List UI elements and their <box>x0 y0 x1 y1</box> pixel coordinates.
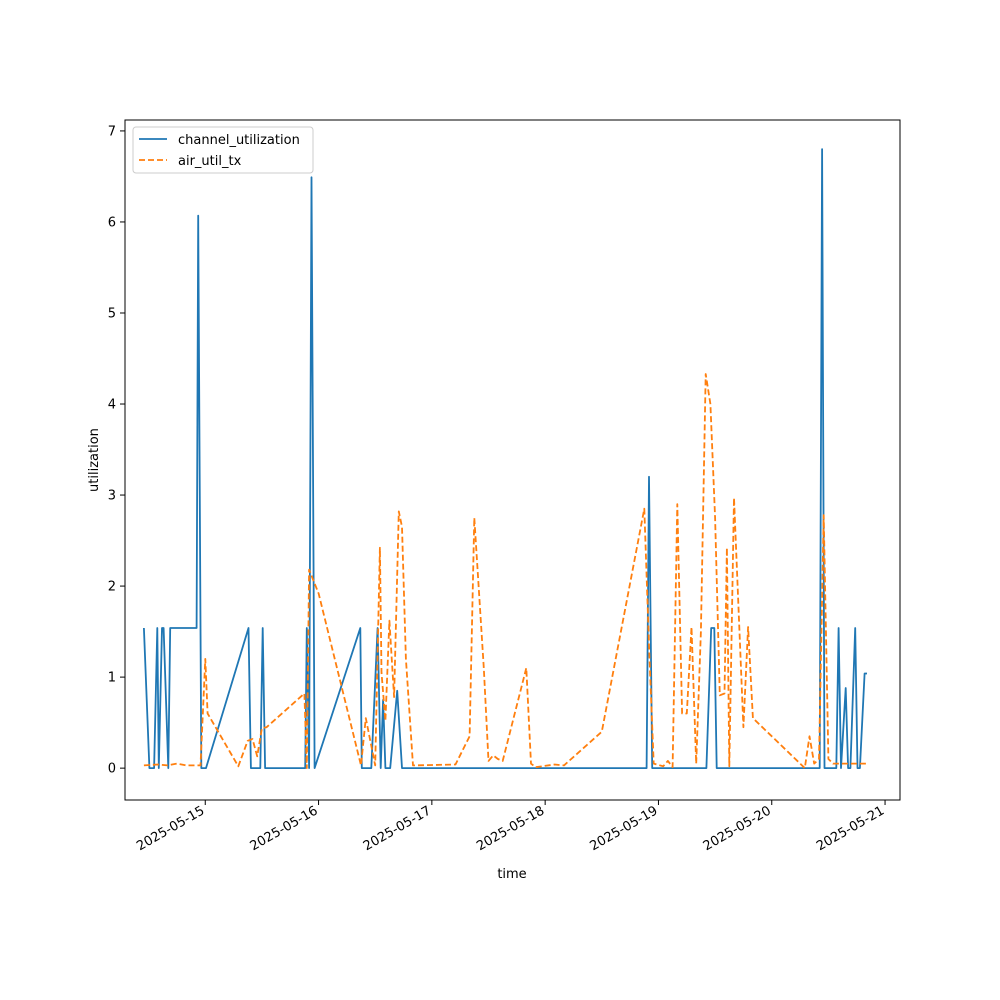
y-tick-label: 4 <box>108 398 116 413</box>
series-line-air-util-tx <box>143 373 867 769</box>
y-axis-label: utilization <box>87 428 102 492</box>
y-tick-label: 7 <box>108 124 116 139</box>
series-line-channel-utilization <box>143 148 867 769</box>
y-tick-label: 2 <box>108 580 116 595</box>
axes-frame <box>124 119 901 801</box>
legend: channel_utilization air_util_tx <box>132 126 314 174</box>
y-tick-label: 6 <box>108 215 116 230</box>
plot-area <box>124 119 901 801</box>
legend-label-air-util-tx: air_util_tx <box>178 154 242 169</box>
axes-background <box>125 120 900 800</box>
y-tick-label: 0 <box>108 762 116 777</box>
y-axis: 0 1 2 3 4 5 6 7 <box>108 124 125 777</box>
x-axis-label: time <box>497 867 526 882</box>
y-tick-label: 5 <box>108 306 116 321</box>
y-tick-label: 1 <box>108 671 116 686</box>
series-layer <box>143 148 867 769</box>
legend-label-channel-utilization: channel_utilization <box>178 133 300 148</box>
legend-box <box>132 126 314 174</box>
y-tick-label: 3 <box>108 489 116 504</box>
